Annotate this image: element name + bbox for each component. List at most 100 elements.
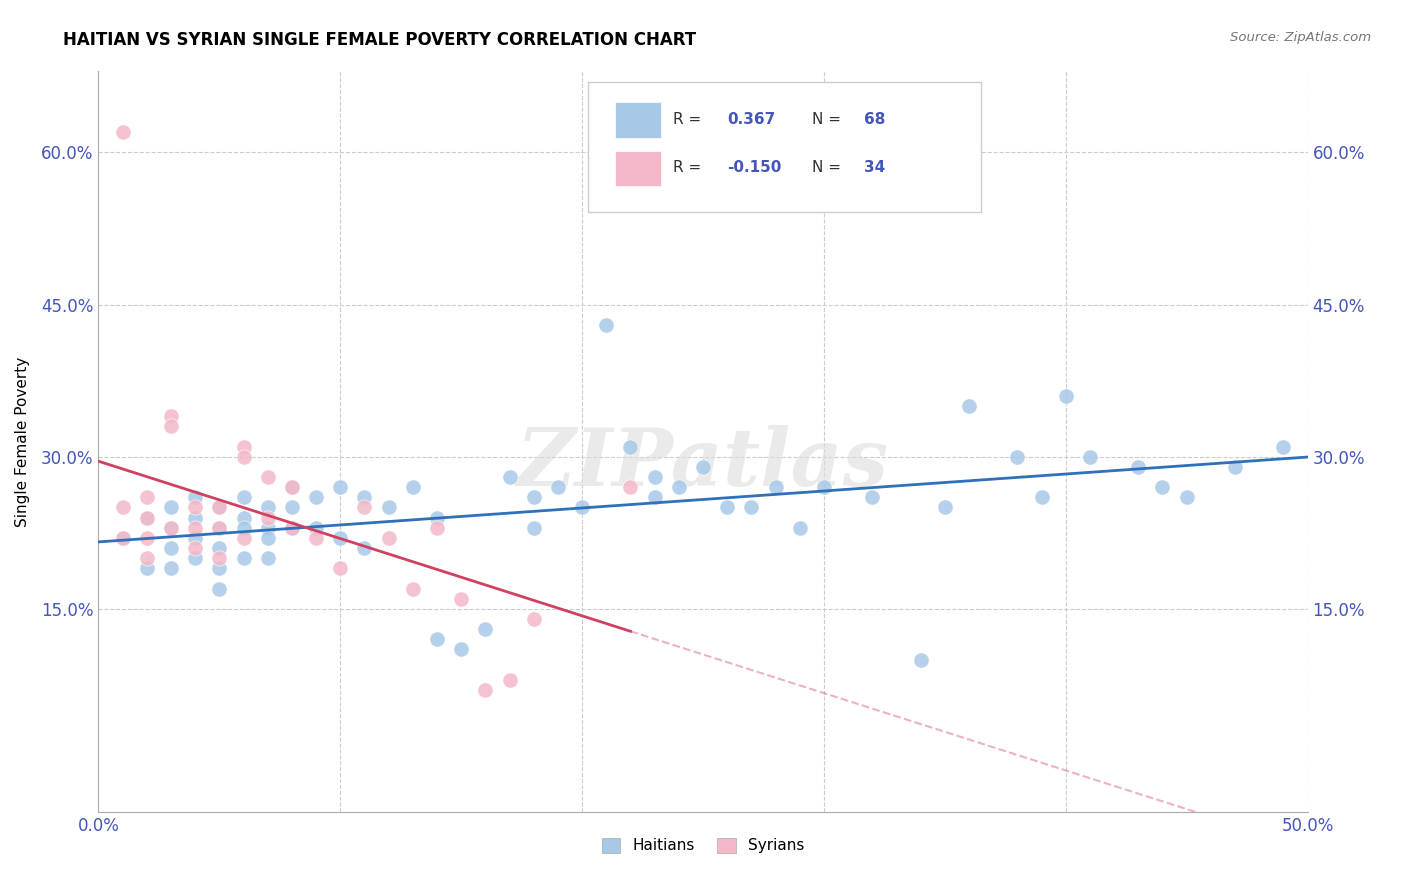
Point <box>135 551 157 566</box>
Text: 0.367: 0.367 <box>727 112 776 127</box>
Point <box>232 450 254 464</box>
Point <box>208 521 231 535</box>
Point <box>765 480 787 494</box>
Point <box>160 541 183 555</box>
Text: N =: N = <box>811 112 845 127</box>
Point <box>813 480 835 494</box>
Bar <box>614 151 661 186</box>
Point <box>184 541 207 555</box>
Point <box>135 561 157 575</box>
Point <box>619 440 641 454</box>
Point <box>450 591 472 606</box>
Point <box>256 510 278 524</box>
Point <box>208 500 231 515</box>
Point <box>208 521 231 535</box>
FancyBboxPatch shape <box>588 82 981 212</box>
Point <box>1031 491 1053 505</box>
Point <box>595 318 617 332</box>
Point <box>860 491 883 505</box>
Point <box>1223 459 1246 474</box>
Point <box>1272 440 1295 454</box>
Point <box>281 480 304 494</box>
Point <box>232 551 254 566</box>
Text: 68: 68 <box>863 112 886 127</box>
Point <box>135 510 157 524</box>
Point <box>547 480 569 494</box>
Point <box>329 480 352 494</box>
Text: N =: N = <box>811 160 845 175</box>
Point <box>498 673 520 687</box>
Point <box>353 491 375 505</box>
Point <box>160 521 183 535</box>
Point <box>184 491 207 505</box>
Point <box>184 551 207 566</box>
Point <box>329 531 352 545</box>
Point <box>111 531 134 545</box>
Text: R =: R = <box>672 160 706 175</box>
Text: R =: R = <box>672 112 706 127</box>
Point <box>1007 450 1029 464</box>
Point <box>208 551 231 566</box>
Point <box>256 470 278 484</box>
Point <box>377 500 399 515</box>
Point <box>644 470 666 484</box>
Point <box>256 551 278 566</box>
Point <box>111 125 134 139</box>
Point <box>377 531 399 545</box>
Point <box>1152 480 1174 494</box>
Point <box>353 541 375 555</box>
Point <box>281 521 304 535</box>
Point <box>329 561 352 575</box>
Text: 34: 34 <box>863 160 884 175</box>
Point <box>232 491 254 505</box>
Point <box>256 500 278 515</box>
Point <box>1078 450 1101 464</box>
Point <box>426 521 449 535</box>
Point <box>111 500 134 515</box>
Point <box>740 500 762 515</box>
Point <box>184 531 207 545</box>
Point <box>523 521 546 535</box>
Point <box>474 683 496 698</box>
Point <box>716 500 738 515</box>
Point <box>232 440 254 454</box>
Point <box>692 459 714 474</box>
Point <box>232 531 254 545</box>
Point <box>450 642 472 657</box>
Text: HAITIAN VS SYRIAN SINGLE FEMALE POVERTY CORRELATION CHART: HAITIAN VS SYRIAN SINGLE FEMALE POVERTY … <box>63 31 696 49</box>
Point <box>208 561 231 575</box>
Point <box>184 500 207 515</box>
Point <box>402 582 425 596</box>
Y-axis label: Single Female Poverty: Single Female Poverty <box>15 357 30 526</box>
Point <box>474 622 496 636</box>
Point <box>208 500 231 515</box>
Point <box>523 491 546 505</box>
Point <box>1175 491 1198 505</box>
Point <box>934 500 956 515</box>
Point <box>160 409 183 424</box>
Point <box>571 500 593 515</box>
Point <box>281 521 304 535</box>
Point <box>208 582 231 596</box>
Point <box>160 561 183 575</box>
Point <box>208 541 231 555</box>
Point <box>256 531 278 545</box>
Bar <box>614 103 661 138</box>
Point <box>232 510 254 524</box>
Point <box>1054 389 1077 403</box>
Point <box>111 531 134 545</box>
Point <box>232 521 254 535</box>
Point <box>135 510 157 524</box>
Point <box>644 491 666 505</box>
Text: ZIPatlas: ZIPatlas <box>517 425 889 502</box>
Point <box>910 652 932 666</box>
Point <box>498 470 520 484</box>
Point <box>957 399 980 413</box>
Point <box>135 491 157 505</box>
Point <box>668 480 690 494</box>
Point <box>1128 459 1150 474</box>
Point <box>184 510 207 524</box>
Point <box>256 521 278 535</box>
Point <box>789 521 811 535</box>
Point <box>426 510 449 524</box>
